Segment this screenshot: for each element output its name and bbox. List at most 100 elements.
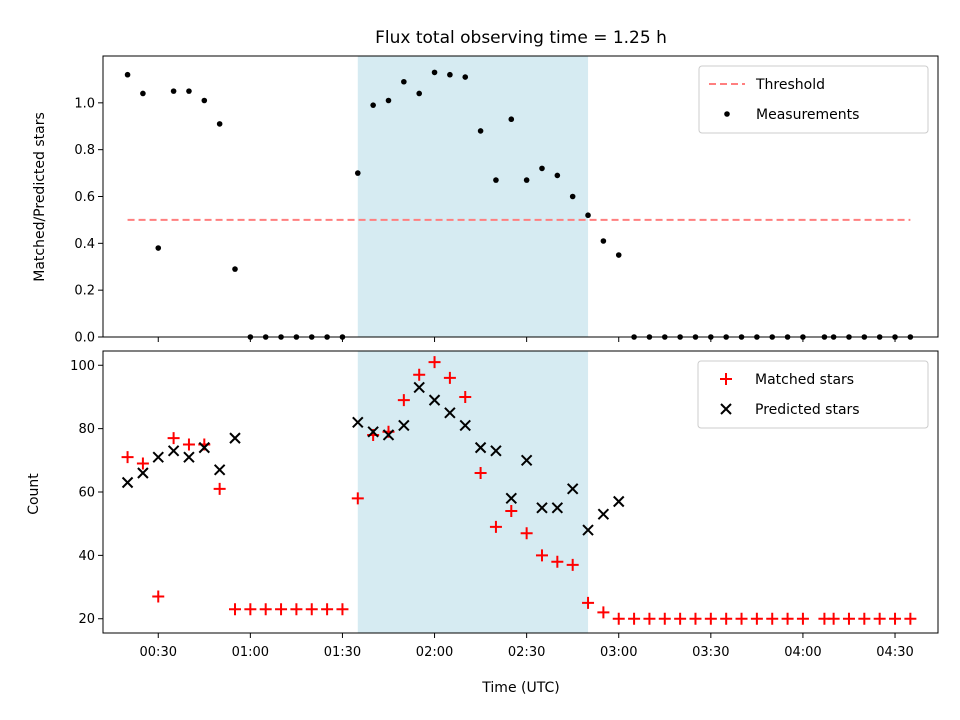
matched-stars-point bbox=[597, 606, 610, 619]
predicted-stars-point bbox=[382, 429, 395, 441]
matched-stars-point bbox=[643, 612, 656, 625]
legend-matched-swatch bbox=[720, 373, 732, 385]
predicted-stars-point bbox=[167, 445, 180, 457]
bottom-y-tick-label: 20 bbox=[78, 612, 95, 627]
matched-stars-point bbox=[474, 466, 487, 479]
matched-stars-point bbox=[520, 527, 533, 540]
predicted-stars-point bbox=[352, 416, 364, 428]
matched-stars-point bbox=[413, 368, 426, 381]
bottom-axes-frame bbox=[102, 350, 939, 634]
predicted-stars-point bbox=[505, 492, 517, 505]
predicted-stars-point bbox=[459, 419, 471, 432]
top-y-tick-label: 0.2 bbox=[74, 284, 95, 299]
measurement-point bbox=[569, 193, 576, 200]
matched-stars-point bbox=[428, 356, 441, 369]
matched-stars-point bbox=[505, 505, 518, 518]
predicted-stars-point bbox=[566, 483, 579, 495]
top-series-2 bbox=[124, 69, 914, 340]
measurement-point bbox=[124, 71, 131, 78]
predicted-stars-point bbox=[551, 502, 564, 514]
predicted-stars-point bbox=[490, 445, 502, 457]
matched-stars-point bbox=[551, 555, 564, 568]
matched-stars-point bbox=[796, 612, 809, 625]
measurement-point bbox=[216, 121, 223, 127]
predicted-stars-point bbox=[367, 426, 379, 438]
matched-stars-point bbox=[443, 371, 456, 384]
matched-stars-point bbox=[275, 603, 288, 616]
matched-stars-point bbox=[566, 558, 579, 571]
predicted-stars-point bbox=[428, 394, 441, 406]
measurement-point bbox=[447, 71, 453, 78]
measurement-point bbox=[170, 88, 177, 94]
bottom-y-tick-label: 40 bbox=[78, 549, 95, 564]
measurement-point bbox=[508, 116, 515, 123]
matched-stars-point bbox=[489, 520, 502, 533]
matched-stars-point bbox=[321, 603, 334, 616]
bottom-series-2 bbox=[121, 381, 625, 536]
matched-stars-point bbox=[244, 603, 257, 616]
matched-stars-point bbox=[858, 612, 871, 625]
x-tick-label: 04:00 bbox=[784, 645, 821, 660]
predicted-stars-point bbox=[413, 381, 425, 394]
predicted-stars-point bbox=[213, 464, 226, 476]
bottom-panel: 20 40 60 80 100 00:30 01:00 01:30 02:00 02:30 03:0… bbox=[70, 350, 939, 660]
bottom-y-tick-label: 60 bbox=[78, 486, 95, 501]
predicted-stars-point bbox=[137, 467, 149, 479]
bottom-y-tick-label: 80 bbox=[78, 422, 95, 437]
predicted-stars-point bbox=[444, 407, 456, 419]
top-panel: 0.0 0.2 0.4 0.6 0.8 1.0 Threshold Measurements bbox=[74, 55, 939, 346]
legend-entry-label: Measurements bbox=[756, 107, 859, 123]
matched-stars-point bbox=[781, 612, 794, 625]
predicted-stars-point bbox=[152, 451, 164, 463]
matched-stars-point bbox=[658, 612, 671, 625]
x-tick-label: 02:00 bbox=[416, 645, 453, 660]
matched-stars-point bbox=[674, 612, 687, 625]
measurement-point bbox=[155, 245, 162, 251]
measurement-point bbox=[370, 102, 376, 108]
bottom-y-tick-label: 100 bbox=[70, 359, 95, 374]
x-axis-label: Time (UTC) bbox=[481, 680, 559, 696]
legend-entry-label: Threshold bbox=[755, 77, 825, 93]
matched-stars-point bbox=[766, 612, 779, 625]
matched-stars-point bbox=[842, 612, 855, 625]
measurement-point bbox=[201, 97, 208, 104]
x-tick-label: 03:00 bbox=[600, 645, 637, 660]
x-tick-label: 03:30 bbox=[692, 645, 729, 660]
matched-stars-point bbox=[136, 457, 149, 470]
matched-stars-point bbox=[873, 612, 886, 625]
predicted-stars-point bbox=[597, 508, 610, 520]
measurement-point bbox=[600, 238, 607, 244]
measurement-point bbox=[416, 90, 422, 97]
legend-entry-label: Predicted stars bbox=[755, 402, 860, 418]
bottom-highlight-span bbox=[357, 351, 589, 633]
predicted-stars-point bbox=[536, 502, 548, 514]
matched-stars-point bbox=[152, 590, 165, 603]
measurement-point bbox=[477, 128, 484, 134]
predicted-stars-point bbox=[398, 419, 410, 432]
predicted-stars-point bbox=[520, 454, 533, 467]
matched-stars-point bbox=[628, 612, 641, 625]
matched-stars-point bbox=[459, 390, 472, 403]
legend-entry-label: Matched stars bbox=[755, 372, 854, 388]
matched-stars-point bbox=[689, 612, 702, 625]
measurement-point bbox=[462, 74, 469, 80]
measurement-point bbox=[354, 170, 361, 176]
matched-stars-point bbox=[121, 451, 134, 464]
legend-measurement-swatch bbox=[724, 111, 730, 117]
measurement-point bbox=[539, 165, 545, 172]
matched-stars-point bbox=[213, 482, 226, 495]
legend-predicted-swatch bbox=[720, 403, 732, 415]
matched-stars-point bbox=[167, 432, 180, 445]
chart-title: Flux total observing time = 1.25 h bbox=[375, 28, 667, 48]
matched-stars-point bbox=[720, 612, 733, 625]
measurement-point bbox=[523, 177, 530, 183]
matched-stars-point bbox=[735, 612, 748, 625]
matched-stars-point bbox=[827, 612, 840, 625]
measurement-point bbox=[615, 252, 622, 258]
x-tick-label: 02:30 bbox=[508, 645, 545, 660]
bottom-legend: Matched stars Predicted stars bbox=[697, 360, 929, 429]
top-y-tick-label: 0.8 bbox=[74, 143, 95, 158]
top-legend-box bbox=[698, 65, 929, 134]
measurement-point bbox=[554, 172, 561, 179]
